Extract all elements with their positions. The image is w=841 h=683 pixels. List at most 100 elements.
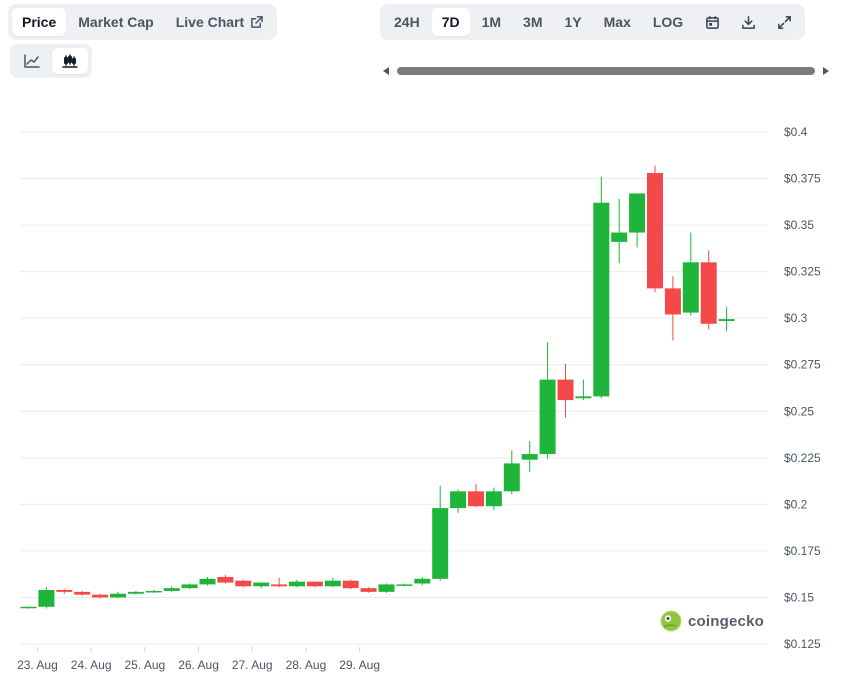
scroll-right-arrow-icon[interactable] xyxy=(823,67,829,75)
candle-body xyxy=(414,578,431,584)
x-tick-label: 23. Aug xyxy=(17,658,58,672)
candle-body xyxy=(74,591,91,595)
candle-down[interactable] xyxy=(74,590,91,596)
candle-body xyxy=(145,590,162,593)
y-tick-label: $0.375 xyxy=(784,172,821,186)
candle-up[interactable] xyxy=(611,199,628,264)
candle-down[interactable] xyxy=(557,363,574,418)
range-1y-button[interactable]: 1Y xyxy=(564,14,582,30)
candle-up[interactable] xyxy=(127,590,144,595)
candle-body xyxy=(253,582,270,587)
external-link-icon xyxy=(250,15,264,29)
chart-scrollbar[interactable] xyxy=(383,64,829,78)
candle-body xyxy=(199,578,216,585)
candle-up[interactable] xyxy=(20,606,37,609)
candle-up[interactable] xyxy=(199,576,216,586)
candle-up[interactable] xyxy=(593,176,610,399)
line-chart-button[interactable] xyxy=(14,48,50,74)
range-7d-button[interactable]: 7D xyxy=(431,8,470,36)
candle-body xyxy=(396,584,413,586)
range-max-button[interactable]: Max xyxy=(603,14,631,30)
candlestick-chart-icon xyxy=(62,54,78,68)
coingecko-logo-icon xyxy=(660,610,682,632)
scroll-left-arrow-icon[interactable] xyxy=(383,67,389,75)
y-tick-label: $0.2 xyxy=(784,497,808,511)
candle-down[interactable] xyxy=(92,593,109,599)
candle-down[interactable] xyxy=(342,579,359,590)
candle-up[interactable] xyxy=(163,586,180,592)
candle-up[interactable] xyxy=(110,591,126,599)
range-24h-button[interactable]: 24H xyxy=(394,14,420,30)
candle-body xyxy=(539,379,556,455)
candle-body xyxy=(110,593,126,598)
candle-up[interactable] xyxy=(378,583,395,593)
candle-up[interactable] xyxy=(414,576,431,586)
candle-up[interactable] xyxy=(629,193,646,248)
candle-up[interactable] xyxy=(682,232,699,316)
candle-down[interactable] xyxy=(217,575,234,584)
candle-up[interactable] xyxy=(145,590,162,593)
candle-body xyxy=(324,580,341,587)
candle-down[interactable] xyxy=(235,579,252,588)
candle-up[interactable] xyxy=(324,577,341,588)
candle-down[interactable] xyxy=(271,577,288,588)
calendar-button[interactable] xyxy=(695,8,729,36)
candle-up[interactable] xyxy=(432,485,449,581)
candle-body xyxy=(700,262,717,324)
coingecko-watermark: coingecko xyxy=(660,610,764,632)
candle-up[interactable] xyxy=(253,582,270,589)
chart-type-toggle xyxy=(10,44,92,78)
log-scale-button[interactable]: LOG xyxy=(652,14,684,30)
download-button[interactable] xyxy=(731,8,765,36)
candle-body xyxy=(432,508,449,579)
x-tick-label: 26. Aug xyxy=(178,658,219,672)
candle-down[interactable] xyxy=(360,587,377,593)
candle-body xyxy=(664,288,681,315)
candle-up[interactable] xyxy=(396,583,413,587)
candle-up[interactable] xyxy=(38,587,55,609)
y-tick-label: $0.275 xyxy=(784,358,821,372)
range-1m-button[interactable]: 1M xyxy=(481,14,502,30)
candle-up[interactable] xyxy=(521,441,538,472)
candle-down[interactable] xyxy=(56,589,73,594)
candle-up[interactable] xyxy=(485,487,502,510)
candle-body xyxy=(20,606,37,609)
candle-body xyxy=(611,232,628,242)
tab-price[interactable]: Price xyxy=(12,8,67,36)
candle-up[interactable] xyxy=(503,450,520,495)
candle-body xyxy=(485,491,502,507)
candle-down[interactable] xyxy=(664,276,681,341)
expand-icon xyxy=(777,15,792,30)
tab-market-cap[interactable]: Market Cap xyxy=(78,14,154,30)
x-axis: 23. Aug 24. Aug 25. Aug 26. Aug 27. Aug 28. A… xyxy=(17,647,380,672)
candle-up[interactable] xyxy=(289,579,305,588)
y-tick-label: $0.125 xyxy=(784,637,821,651)
candle-body xyxy=(647,172,663,289)
candle-down[interactable] xyxy=(700,250,717,330)
y-tick-label: $0.25 xyxy=(784,404,814,418)
candle-body xyxy=(575,396,592,399)
candle-body xyxy=(56,590,73,592)
y-tick-label: $0.225 xyxy=(784,451,821,465)
candle-down[interactable] xyxy=(647,165,663,293)
candle-up[interactable] xyxy=(539,342,556,459)
candle-up[interactable] xyxy=(181,583,198,590)
candle-up[interactable] xyxy=(450,489,467,513)
candles xyxy=(20,165,735,609)
candle-down[interactable] xyxy=(306,581,323,588)
candle-up[interactable] xyxy=(575,379,592,401)
candle-down[interactable] xyxy=(468,483,484,508)
candle-up[interactable] xyxy=(718,307,735,332)
candle-body xyxy=(378,584,395,592)
candle-body xyxy=(289,581,305,587)
expand-button[interactable] xyxy=(767,8,801,36)
candle-body xyxy=(181,584,198,589)
y-axis: $0.4 $0.375 $0.35 $0.325 $0.3 $0.275 $0.25 $0.2… xyxy=(784,125,821,651)
scrollbar-thumb[interactable] xyxy=(397,67,815,75)
tab-live-chart[interactable]: Live Chart xyxy=(166,8,273,36)
range-3m-button[interactable]: 3M xyxy=(523,14,543,30)
candle-body xyxy=(163,588,180,591)
candlestick-chart-button[interactable] xyxy=(52,48,88,74)
grid-lines xyxy=(20,131,768,645)
candlestick-chart: $0.4 $0.375 $0.35 $0.325 $0.3 $0.275 $0.25 $0.2… xyxy=(17,125,821,672)
